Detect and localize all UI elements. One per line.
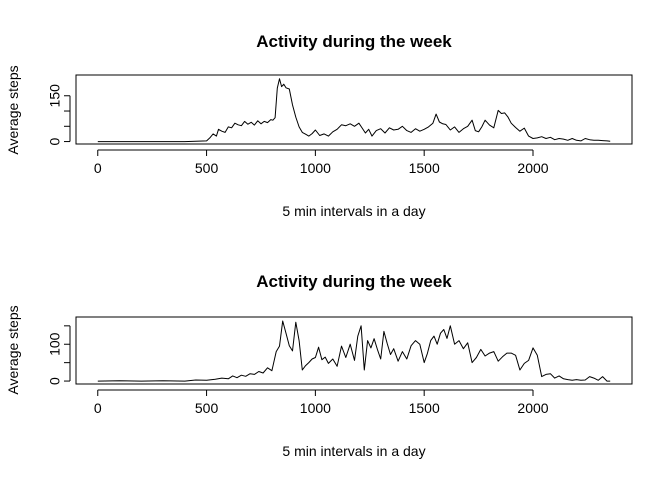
x-tick-label: 0 (94, 400, 102, 416)
x-axis-label-top: 5 min intervals in a day (282, 203, 425, 219)
x-tick-label: 1000 (300, 400, 331, 416)
y-axis-top: 0 150 (47, 84, 71, 145)
x-axis-top: 0 500 1000 1500 2000 (94, 149, 549, 176)
y-axis-bottom: 0 100 (47, 325, 71, 385)
y-axis-label-top: Average steps (5, 65, 21, 154)
x-tick-label: 1000 (300, 160, 331, 176)
series-lines-top (97, 78, 611, 143)
x-tick-label: 500 (195, 160, 219, 176)
x-tick-label: 2000 (517, 400, 548, 416)
x-tick-label: 2000 (517, 160, 548, 176)
chart-panel-top: Activity during the week 0 500 1000 1500 200… (5, 32, 633, 219)
chart-title-bottom: Activity during the week (256, 272, 452, 291)
x-tick-label: 500 (195, 400, 219, 416)
series-line (97, 320, 611, 382)
plot-frame-bottom (75, 316, 633, 385)
chart-panel-bottom: Activity during the week 0 500 1000 1500 200… (5, 272, 633, 459)
x-tick-label: 0 (94, 160, 102, 176)
x-axis-label-bottom: 5 min intervals in a day (282, 443, 425, 459)
series-lines-bottom (97, 320, 611, 382)
chart-title-top: Activity during the week (256, 32, 452, 51)
plot-frame-top (75, 74, 633, 145)
y-tick-label: 100 (47, 332, 63, 356)
y-axis-label-bottom: Average steps (5, 305, 21, 394)
y-tick-label: 0 (47, 137, 63, 145)
x-tick-label: 1500 (409, 160, 440, 176)
y-tick-label: 150 (47, 84, 63, 108)
x-axis-bottom: 0 500 1000 1500 2000 (94, 389, 549, 416)
series-line (97, 78, 611, 143)
x-tick-label: 1500 (409, 400, 440, 416)
y-tick-label: 0 (47, 377, 63, 385)
